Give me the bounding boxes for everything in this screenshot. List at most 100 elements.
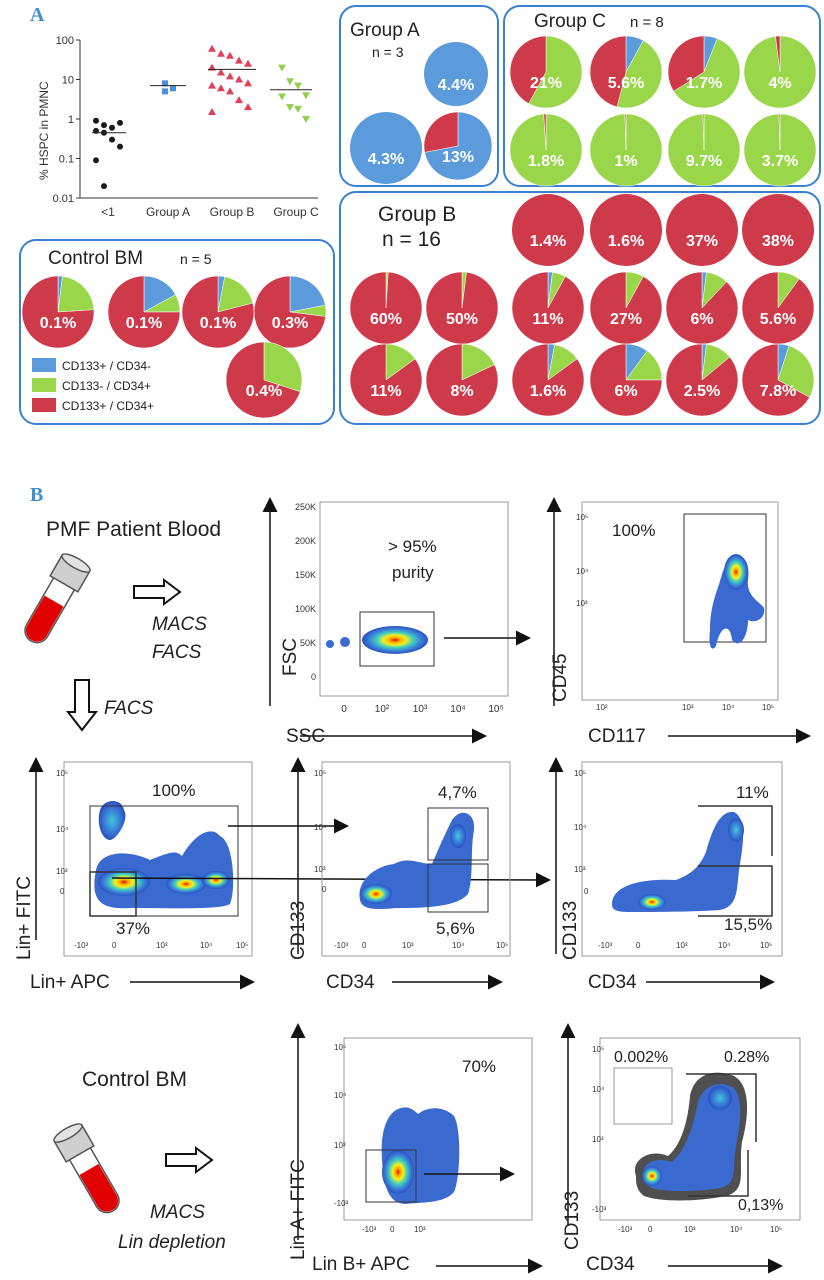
group-c-pie-1-slice-1 — [616, 40, 663, 109]
control-pie-1-slice-2 — [107, 275, 181, 349]
group-b-pie-13-label: 6% — [614, 383, 637, 400]
group-a-title: Group A — [350, 20, 420, 41]
plot3-xtick-3: 10⁴ — [200, 941, 213, 950]
group-b-pie-4-label: 60% — [370, 311, 402, 328]
group-b-pie-15-label: 7.8% — [760, 383, 796, 400]
plot2-ytick-3: 10² — [596, 703, 608, 712]
plot7-xtick-1: 0 — [648, 1225, 653, 1234]
scatter-point — [235, 96, 243, 104]
plot4-xlabel: CD34 — [326, 972, 375, 993]
scatter-point — [302, 116, 310, 123]
plot6-pct: 70% — [462, 1057, 496, 1076]
group-b-pie-2: 37% — [666, 194, 738, 266]
plot1-text1: > 95% — [388, 537, 437, 556]
scatter-point — [109, 136, 115, 143]
group-c-title: Group C — [534, 11, 606, 32]
control-pie-3-slice-2 — [253, 275, 326, 349]
plot3-ytick-1: 10⁴ — [56, 825, 69, 834]
plot5-pct-top: 11% — [736, 783, 769, 802]
group-b-pie-12-slice-2 — [511, 343, 585, 417]
legend-label-2: CD133+ / CD34+ — [62, 399, 154, 413]
plot-fsc-ssc: FSC SSC 250K 200K 150K 100K 50K 0 0 10² 10³ 10⁴ 1… — [262, 497, 531, 747]
plot1-xtick-2: 10³ — [413, 704, 428, 715]
control-tube-icon — [53, 1123, 120, 1214]
scatter-point — [235, 75, 243, 83]
lin-depletion-label: Lin depletion — [118, 1232, 226, 1253]
plot7-pct-b: 0.28% — [724, 1049, 769, 1066]
group-c-pie-7: 3.7% — [743, 113, 817, 187]
control-bm-title: Control BM — [48, 248, 143, 269]
plot1-ytick-2: 150K — [295, 570, 316, 580]
facs-down-label: FACS — [104, 698, 154, 719]
plot2-xtick-2: 10⁵ — [762, 703, 774, 712]
scatter-xcat-3: Group C — [273, 205, 319, 219]
plot2-ytick-2: 10³ — [576, 599, 588, 608]
group-c-pie-4-slice-2 — [543, 113, 547, 151]
group-b-pie-5-label: 50% — [446, 311, 478, 328]
group-b-pie-0-slice-2 — [512, 194, 584, 266]
group-c-pie-0-slice-2 — [509, 35, 547, 104]
group-c-pie-3-label: 4% — [768, 75, 791, 92]
scatter-point — [170, 85, 176, 92]
scatter-point — [244, 59, 252, 67]
group-c-pie-0: 21% — [509, 35, 583, 109]
legend-swatch-1 — [32, 378, 56, 392]
scatter-point — [208, 44, 216, 52]
group-c-pie-7-slice-2 — [778, 113, 781, 151]
group-b-pie-3: 38% — [742, 194, 814, 266]
scatter-point — [244, 79, 252, 87]
control-pie-4-slice-2 — [225, 341, 301, 419]
group-b-pie-1-slice-2 — [590, 194, 662, 266]
plot2-ylabel: CD45 — [550, 653, 571, 702]
group-b-pie-0: 1.4% — [512, 194, 584, 266]
scatter-point — [117, 143, 123, 150]
facs-label: FACS — [152, 642, 202, 663]
plot2-ytick-0: 10⁵ — [576, 513, 588, 522]
group-c-pie-2: 1.7% — [667, 35, 741, 109]
group-c-pie-2-slice-2 — [667, 35, 705, 92]
group-c-pie-0-slice-1 — [528, 35, 583, 109]
plot3-ytick-0: 10⁵ — [56, 769, 68, 778]
scatter-point — [101, 122, 107, 129]
group-b-pie-14-slice-2 — [665, 343, 739, 417]
group-c-n: n = 8 — [630, 14, 664, 31]
group-c-pie-6-label: 9.7% — [686, 153, 722, 170]
scatter-xcat-1: Group A — [146, 205, 190, 219]
scatter-point — [302, 92, 310, 100]
group-a-n: n = 3 — [372, 44, 404, 60]
plot4-ytick-1: 10⁴ — [314, 823, 327, 832]
group-b-pie-9: 5.6% — [741, 271, 815, 345]
group-a-pie-0-label: 4.4% — [438, 77, 474, 94]
group-b-pie-3-slice-2 — [742, 194, 814, 266]
plot3-xtick-4: 10⁵ — [236, 941, 248, 950]
group-b-pie-4-slice-2 — [349, 271, 423, 345]
scatter-point — [278, 64, 286, 72]
macs-arrow-icon — [133, 578, 182, 606]
group-b-pie-5-slice-2 — [425, 271, 499, 345]
control-pie-3-label: 0.3% — [272, 315, 308, 332]
group-a-pie-2-slice-0 — [424, 111, 493, 181]
control-bm-label: Control BM — [82, 1068, 187, 1091]
scatter-point — [217, 84, 225, 92]
group-b-pie-12-label: 1.6% — [530, 383, 566, 400]
group-b-n: n = 16 — [382, 228, 441, 251]
scatter-ytick-3: 0.1 — [59, 154, 74, 166]
group-b-pie-6: 11% — [511, 271, 585, 345]
group-b-pie-9-slice-2 — [741, 271, 815, 345]
plot3-xtick-1: 0 — [112, 941, 117, 950]
legend-label-0: CD133+ / CD34- — [62, 359, 151, 373]
plot5-xtick-4: 10⁵ — [760, 941, 772, 950]
group-c-pie-5-label: 1% — [614, 153, 637, 170]
plot7-xtick-0: -10³ — [618, 1225, 633, 1234]
scatter-point — [294, 82, 302, 90]
group-c-pie-0-label: 21% — [530, 75, 562, 92]
control-pie-4: 0.4% — [225, 341, 303, 419]
group-b-pie-0-label: 1.4% — [530, 233, 566, 250]
plot4-ytick-0: 10⁵ — [314, 769, 326, 778]
plot5-xtick-2: 10³ — [676, 941, 688, 950]
scatter-ytick-4: 0.01 — [53, 193, 74, 205]
control-bm-n: n = 5 — [180, 251, 212, 267]
plot6-ytick-1: 10⁴ — [334, 1091, 347, 1100]
control-pie-0-slice-2 — [21, 275, 95, 349]
control-pie-0: 0.1% — [21, 275, 95, 349]
